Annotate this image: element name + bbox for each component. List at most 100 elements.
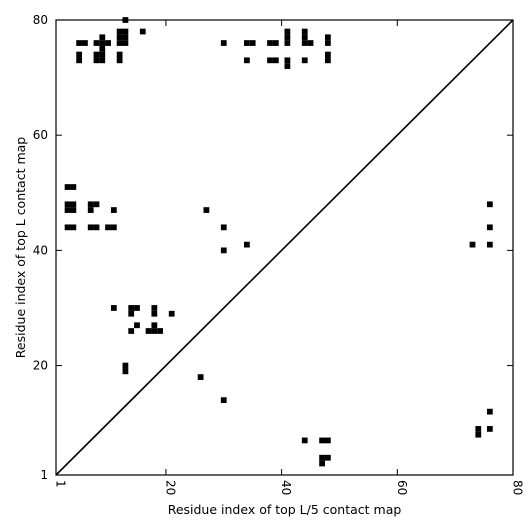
contact-cell-upper [116, 28, 123, 35]
x-tick-label: 60 [395, 480, 409, 495]
contact-cell-lower [469, 241, 476, 248]
contact-cell-upper [110, 207, 117, 213]
contact-cell-upper [244, 241, 250, 248]
plot-frame [55, 19, 514, 476]
x-tick-label: 80 [511, 480, 525, 495]
contact-cell-upper [99, 45, 106, 52]
contact-cell-lower [324, 437, 331, 444]
contact-cell-upper [93, 51, 100, 58]
contact-cell-upper [284, 28, 291, 35]
contact-cell-upper [87, 207, 94, 213]
contact-cell-upper [93, 201, 100, 208]
contact-cell-lower [319, 460, 325, 467]
contact-cell-upper [267, 57, 273, 64]
y-tick-label: 80 [33, 13, 48, 27]
contact-cell-upper [301, 28, 308, 35]
contact-cell-upper [267, 40, 273, 46]
contact-cell-upper [128, 305, 135, 311]
contact-cell-upper [220, 397, 227, 404]
contact-cell-upper [284, 40, 291, 46]
contact-cell-upper [64, 224, 71, 231]
contact-cell-lower [486, 201, 493, 208]
contact-cell-upper [151, 322, 158, 329]
contact-cell-upper [324, 57, 331, 64]
contact-cell-lower [319, 454, 325, 461]
contact-cell-lower [475, 426, 482, 432]
contact-cell-upper [128, 310, 135, 317]
contact-cell-upper [134, 322, 140, 329]
y-tick-label: 40 [33, 243, 48, 257]
contact-cell-upper [87, 224, 94, 231]
contact-cell-lower [486, 426, 493, 432]
contact-cell-lower [324, 454, 331, 461]
contact-cell-upper [76, 40, 83, 46]
contact-cell-upper [220, 40, 227, 46]
contact-cell-upper [70, 224, 77, 231]
contact-cell-upper [110, 305, 117, 311]
contact-cell-upper [272, 57, 279, 64]
contact-cell-upper [301, 57, 308, 64]
contact-cell-upper [128, 328, 135, 334]
contact-cell-upper [99, 40, 106, 46]
contact-cell-lower [301, 437, 308, 444]
x-axis-label: Residue index of top L/5 contact map [168, 502, 402, 517]
contact-cell-upper [99, 51, 106, 58]
contact-cell-lower [475, 431, 482, 438]
contact-cell-upper [122, 40, 129, 46]
contact-cell-upper [116, 40, 123, 46]
y-tick-label: 20 [33, 359, 48, 373]
contact-cell-upper [157, 328, 164, 334]
contact-cell-upper [197, 374, 204, 380]
contact-cell-lower [319, 437, 325, 444]
contact-cell-upper [307, 40, 314, 46]
contact-cell-upper [87, 201, 94, 208]
contact-cell-upper [64, 207, 71, 213]
contact-cell-upper [134, 305, 140, 311]
contact-cell-upper [151, 328, 158, 334]
contact-cell-upper [93, 40, 100, 46]
contact-cell-upper [64, 184, 71, 190]
axis-ticks: 1 20 40 60 80 1 20 40 60 80 [33, 13, 525, 495]
x-tick-label: 1 [54, 480, 68, 488]
contact-cell-upper [244, 57, 250, 64]
contact-cell-lower [486, 241, 493, 248]
contact-cell-upper [122, 28, 129, 35]
contact-cell-upper [244, 40, 250, 46]
contact-cell-upper [99, 57, 106, 64]
contact-cell-upper [76, 51, 83, 58]
contact-cell-upper [116, 51, 123, 58]
contact-cell-upper [122, 362, 129, 369]
y-tick-label: 60 [33, 128, 48, 142]
contact-cell-lower [486, 224, 493, 231]
contact-cell-upper [99, 34, 106, 41]
contact-cell-upper [249, 40, 256, 46]
contact-cell-upper [301, 40, 308, 46]
contact-cell-upper [145, 328, 152, 334]
contact-cell-upper [116, 34, 123, 41]
contact-cell-upper [122, 368, 129, 375]
x-tick-label: 20 [163, 480, 177, 495]
contact-cell-upper [284, 63, 291, 69]
contact-cell-upper [324, 51, 331, 58]
contact-cell-upper [93, 57, 100, 64]
contact-cell-upper [151, 305, 158, 311]
contact-cell-upper [105, 224, 111, 231]
contact-cell-upper [105, 40, 111, 46]
contact-cell-upper [70, 201, 77, 208]
contact-cell-upper [76, 57, 83, 64]
contact-cell-upper [324, 40, 331, 46]
contact-cell-upper [70, 207, 77, 213]
contact-cell-upper [284, 57, 291, 64]
contact-cell-upper [70, 184, 77, 190]
contact-cell-upper [82, 40, 88, 46]
contact-cell-upper [122, 34, 129, 41]
contact-cell-upper [151, 310, 158, 317]
contact-cell-upper [203, 207, 210, 213]
contact-cell-upper [64, 201, 71, 208]
contact-cell-upper [272, 40, 279, 46]
contact-cell-upper [284, 34, 291, 41]
contact-cell-upper [220, 247, 227, 254]
contact-cell-upper [116, 57, 123, 64]
contact-cell-upper [324, 34, 331, 41]
contact-cell-upper [301, 34, 308, 41]
